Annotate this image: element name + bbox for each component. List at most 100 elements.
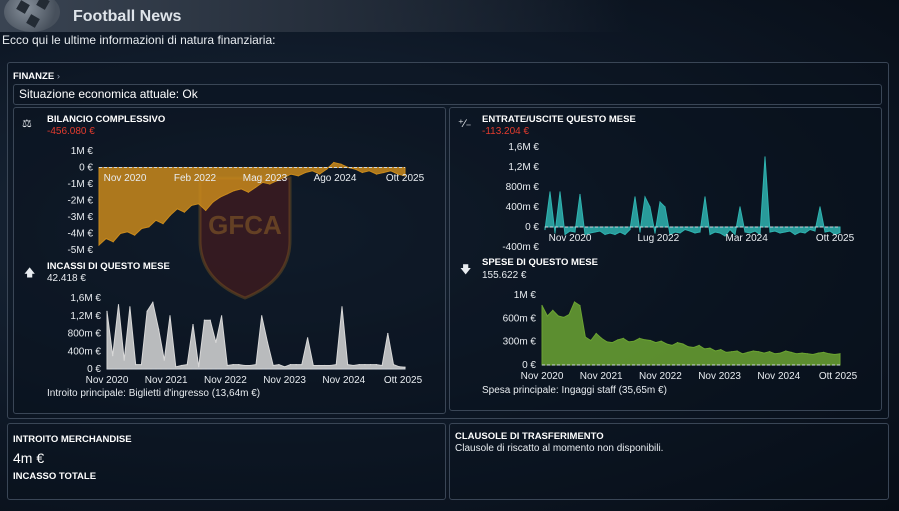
data-point bbox=[381, 364, 383, 367]
data-point bbox=[584, 233, 586, 236]
data-point bbox=[397, 173, 399, 175]
data-point bbox=[769, 351, 771, 353]
data-point bbox=[169, 315, 171, 317]
data-point bbox=[676, 342, 679, 344]
title-bar bbox=[0, 0, 899, 32]
data-point bbox=[269, 183, 271, 185]
data-point bbox=[112, 241, 114, 243]
inout-chart[interactable]: 1,6M € 1,2M € 800m € 400m € 0 € -400m € Nov 20… bbox=[455, 140, 865, 250]
y-tick-label: -1M € bbox=[67, 179, 93, 190]
y-tick-label: -5M € bbox=[67, 245, 93, 256]
data-point bbox=[747, 351, 749, 353]
expenses-value: 155.622 € bbox=[482, 270, 527, 281]
merch-panel bbox=[7, 423, 446, 500]
data-point bbox=[289, 364, 291, 366]
data-point bbox=[779, 352, 781, 354]
x-tick-label: Nov 2023 bbox=[263, 375, 306, 386]
data-point bbox=[554, 232, 556, 234]
data-point bbox=[609, 232, 611, 234]
data-point bbox=[729, 228, 731, 231]
football-icon bbox=[4, 0, 60, 32]
data-point bbox=[301, 364, 303, 366]
data-point bbox=[634, 196, 636, 198]
data-point bbox=[601, 337, 603, 339]
data-point bbox=[785, 350, 787, 352]
inout-value: -113.204 € bbox=[482, 126, 530, 137]
data-point bbox=[644, 196, 646, 198]
arrow-down-icon: 🡇 bbox=[460, 264, 472, 276]
y-tick-label: 400m € bbox=[506, 202, 540, 213]
income-chart[interactable]: 1,6M € 1,2M € 800m € 400m € 0 €Nov 2020 Nov 2… bbox=[20, 288, 430, 386]
data-point bbox=[829, 230, 831, 232]
data-point bbox=[594, 231, 596, 233]
y-tick-label: 300m € bbox=[503, 337, 537, 348]
data-point bbox=[563, 316, 565, 318]
series-area bbox=[106, 301, 406, 370]
data-point bbox=[693, 346, 695, 349]
data-point bbox=[333, 161, 335, 164]
data-point bbox=[568, 314, 570, 316]
club-crest-watermark: GFCA bbox=[198, 176, 292, 300]
x-tick-label: Mag 2023 bbox=[243, 173, 288, 184]
x-tick-label: Lug 2022 bbox=[637, 233, 679, 244]
x-tick-label: Ott 2025 bbox=[384, 375, 423, 386]
data-point bbox=[754, 230, 756, 232]
data-point bbox=[684, 228, 686, 231]
finance-section-label[interactable]: FINANZE › bbox=[13, 71, 60, 82]
data-point bbox=[674, 231, 676, 233]
balance-chart[interactable]: 1M € 0 € -1M € -2M € -3M € -4M € -5M € Nov 2020… bbox=[20, 140, 430, 260]
expenses-footer: Spesa principale: Ingaggi staff (35,65m … bbox=[482, 385, 667, 396]
data-point bbox=[694, 232, 696, 234]
transfer-text: Clausole di riscatto al momento non disp… bbox=[455, 443, 664, 454]
data-point bbox=[784, 231, 786, 233]
data-point bbox=[387, 332, 389, 335]
data-point bbox=[806, 353, 809, 355]
y-tick-label: 0 € bbox=[79, 163, 93, 174]
data-point bbox=[703, 348, 706, 350]
data-point bbox=[219, 196, 221, 198]
y-tick-label: 0 € bbox=[522, 360, 536, 371]
income-title: INCASSI DI QUESTO MESE bbox=[47, 261, 170, 272]
expenses-chart[interactable]: 1M € 600m € 300m € 0 €Nov 2020 Nov 2021 Nov 2… bbox=[455, 285, 865, 385]
x-tick-label: Nov 2024 bbox=[322, 375, 365, 386]
data-point bbox=[117, 304, 120, 306]
data-point bbox=[106, 310, 108, 312]
data-point bbox=[689, 230, 691, 232]
data-point bbox=[255, 186, 257, 188]
data-point bbox=[329, 364, 332, 367]
data-point bbox=[557, 315, 559, 317]
data-point bbox=[243, 364, 246, 367]
data-point bbox=[266, 341, 269, 343]
data-point bbox=[764, 156, 766, 158]
data-point bbox=[589, 232, 591, 234]
data-point bbox=[311, 170, 314, 172]
data-point bbox=[796, 353, 798, 355]
data-point bbox=[604, 233, 606, 236]
data-point bbox=[155, 219, 157, 221]
data-point bbox=[739, 206, 741, 208]
y-tick-label: 1M € bbox=[514, 290, 537, 301]
data-point bbox=[98, 244, 100, 246]
data-point bbox=[687, 346, 689, 348]
data-point bbox=[352, 364, 354, 367]
x-tick-label: Ott 2025 bbox=[819, 371, 858, 382]
data-point bbox=[175, 366, 177, 368]
data-point bbox=[341, 306, 343, 308]
data-point bbox=[105, 237, 107, 240]
data-point bbox=[238, 364, 240, 366]
data-point bbox=[370, 364, 372, 366]
data-point bbox=[180, 364, 183, 367]
data-point bbox=[659, 201, 661, 203]
data-point bbox=[839, 231, 841, 234]
y-tick-label: 1,6M € bbox=[508, 142, 539, 153]
data-point bbox=[552, 309, 554, 311]
data-point bbox=[324, 364, 326, 367]
data-point bbox=[152, 301, 154, 303]
y-tick-label: -4M € bbox=[67, 229, 93, 240]
data-point bbox=[812, 353, 814, 356]
data-point bbox=[375, 364, 377, 366]
data-point bbox=[828, 353, 830, 355]
data-point bbox=[758, 351, 760, 353]
balance-value: -456.080 € bbox=[47, 126, 95, 137]
data-point bbox=[664, 206, 666, 208]
